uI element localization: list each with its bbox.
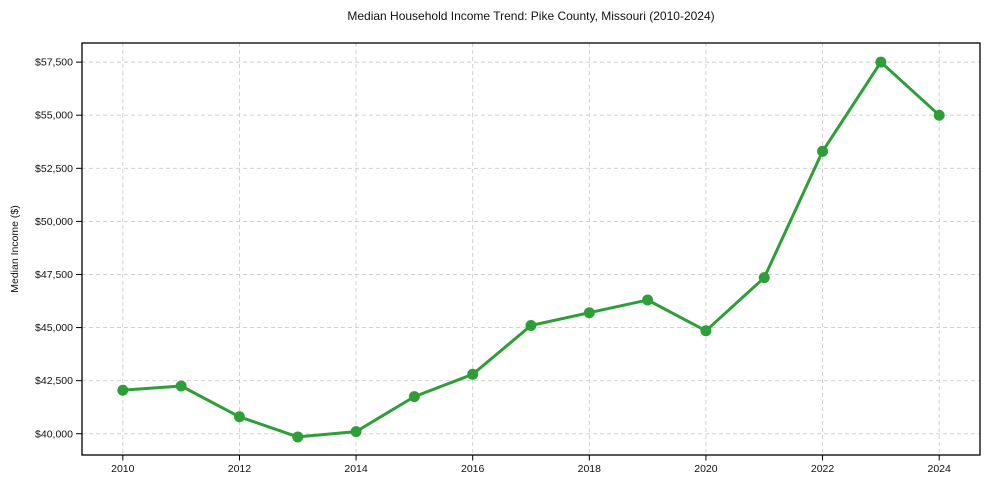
chart-title: Median Household Income Trend: Pike Coun…	[347, 9, 715, 23]
data-point-2023	[875, 56, 887, 68]
data-point-2019	[642, 294, 654, 306]
data-point-2022	[817, 145, 829, 157]
data-point-2016	[467, 368, 479, 380]
data-point-2015	[408, 391, 420, 403]
data-point-2017	[525, 319, 537, 331]
y-tick-label: $45,000	[35, 322, 73, 334]
plot-frame	[81, 42, 981, 456]
y-tick-label: $47,500	[35, 269, 73, 281]
y-tick-label: $42,500	[35, 375, 73, 387]
x-tick-label: 2016	[461, 463, 485, 475]
data-point-2018	[583, 307, 595, 319]
data-point-2013	[292, 431, 304, 443]
x-tick-label: 2014	[344, 463, 368, 475]
data-point-2014	[350, 426, 362, 438]
data-point-2012	[233, 411, 245, 423]
x-tick-label: 2012	[228, 463, 252, 475]
data-point-2021	[758, 272, 770, 284]
x-tick-label: 2010	[111, 463, 135, 475]
data-point-2020	[700, 325, 712, 337]
y-tick-label: $40,000	[35, 428, 73, 440]
y-tick-label: $50,000	[35, 216, 73, 228]
y-tick-label: $57,500	[35, 57, 73, 69]
x-tick-label: 2022	[811, 463, 835, 475]
data-point-2011	[175, 380, 187, 392]
y-tick-label: $52,500	[35, 163, 73, 175]
data-point-2010	[117, 384, 129, 396]
y-tick-label: $55,000	[35, 110, 73, 122]
x-tick-label: 2020	[694, 463, 718, 475]
x-tick-label: 2018	[578, 463, 602, 475]
x-tick-label: 2024	[928, 463, 952, 475]
data-point-2024	[933, 109, 945, 121]
